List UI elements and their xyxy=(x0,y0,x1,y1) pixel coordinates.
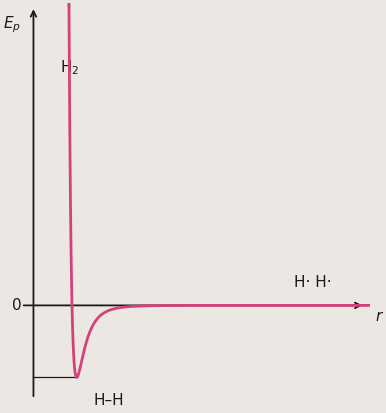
Text: $r$: $r$ xyxy=(375,309,384,324)
Text: H–H: H–H xyxy=(93,393,124,408)
Text: H· H·: H· H· xyxy=(293,275,331,290)
Text: $E_p$: $E_p$ xyxy=(3,14,21,35)
Text: 0: 0 xyxy=(12,298,22,313)
Text: H$_2$: H$_2$ xyxy=(60,58,80,77)
